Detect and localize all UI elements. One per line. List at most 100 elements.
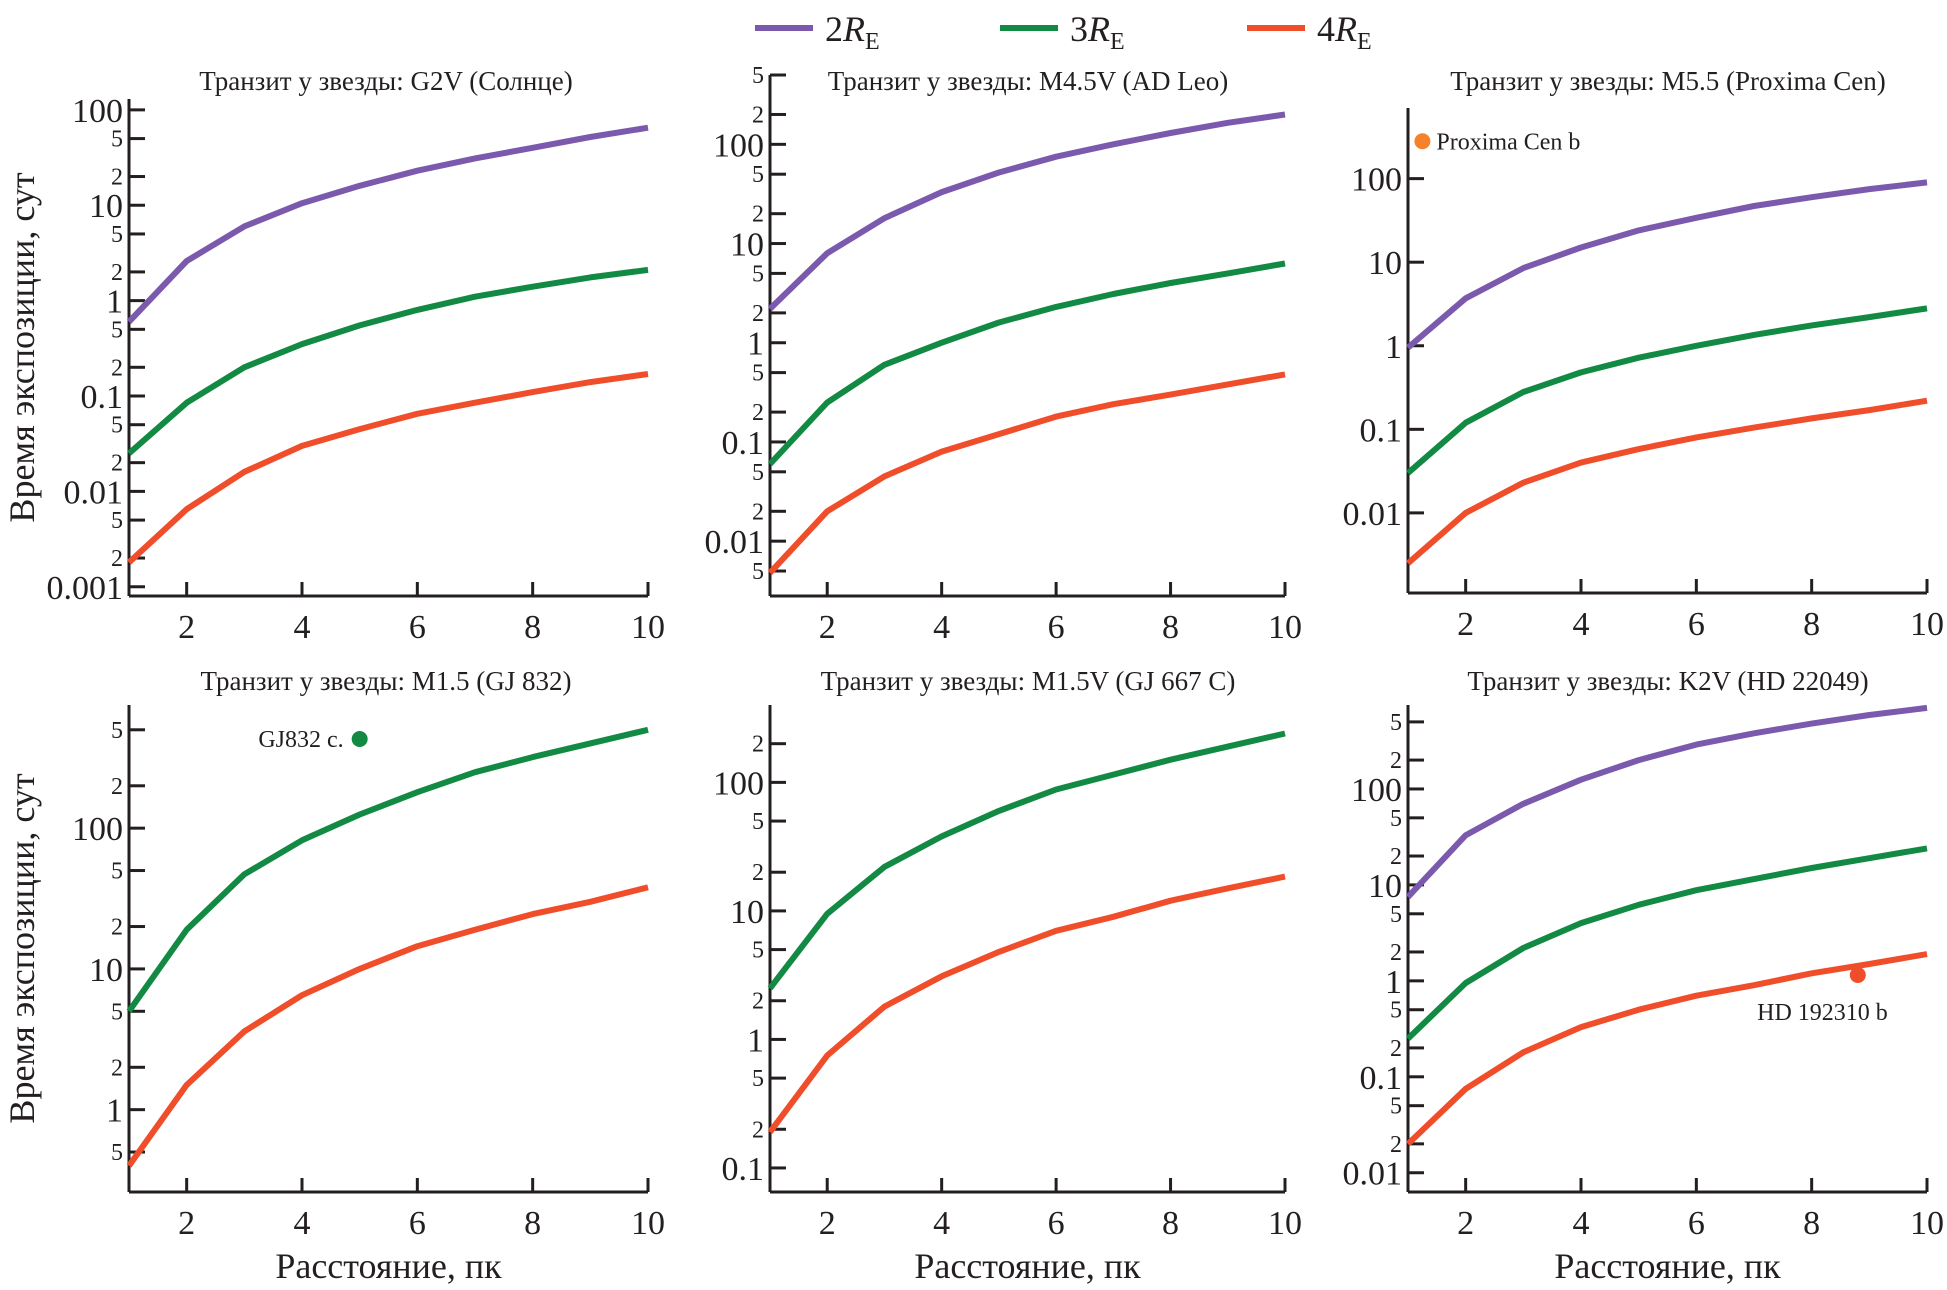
y-tick-label: 10 <box>89 188 123 225</box>
x-tick-label: 4 <box>1573 1205 1590 1242</box>
panel-5: Транзит у звезды: M1.5V (GJ 667 C)2 4 6 8 10… <box>713 666 1302 1286</box>
panel-title: Транзит у звезды: M1.5 (GJ 832) <box>201 666 572 696</box>
y-tick-label: 10 <box>1368 245 1402 282</box>
x-tick-label: 6 <box>1048 1205 1065 1242</box>
x-tick-label: 6 <box>409 1205 426 1242</box>
y-tick-label: 10 <box>89 952 123 989</box>
panel-title: Транзит у звезды: M4.5V (AD Leo) <box>828 66 1228 96</box>
x-tick-label: 2 <box>819 609 836 646</box>
y-tick-label: 100 <box>713 765 764 802</box>
x-tick-label: 4 <box>933 1205 950 1242</box>
series-line-3re <box>767 730 1286 991</box>
x-tick-label: 8 <box>1803 1205 1820 1242</box>
y-minor-tick-label: 2 <box>111 774 123 800</box>
y-minor-tick-label: 5 <box>752 361 764 387</box>
series-line-3re <box>1406 305 1928 476</box>
x-tick-label: 10 <box>1910 1205 1944 1242</box>
x-tick-label: 8 <box>1162 609 1179 646</box>
y-tick-label: 100 <box>1351 772 1402 809</box>
panel-4: Транзит у звезды: M1.5 (GJ 832) 2 4 6 8 10 1 10… <box>2 666 665 1286</box>
x-tick-label: 2 <box>819 1205 836 1242</box>
x-tick-label: 4 <box>294 1205 311 1242</box>
x-tick-label: 10 <box>1268 609 1302 646</box>
x-tick-label: 4 <box>1573 606 1590 643</box>
y-minor-tick-label: 5 <box>1390 710 1402 736</box>
y-tick-label: 1 <box>747 1022 764 1059</box>
x-tick-label: 8 <box>524 609 541 646</box>
y-minor-tick-label: 5 <box>111 127 123 153</box>
x-tick-label: 4 <box>294 609 311 646</box>
y-minor-tick-label: 5 <box>111 859 123 885</box>
y-tick-label: 10 <box>730 894 764 931</box>
y-minor-tick-label: 5 <box>1390 806 1402 832</box>
y-minor-tick-label: 5 <box>111 718 123 744</box>
y-tick-label: 1 <box>1385 964 1402 1001</box>
y-tick-label: 100 <box>72 811 123 848</box>
x-axis-label: Расстояние, пк <box>275 1246 502 1286</box>
x-tick-label: 2 <box>1457 1205 1474 1242</box>
y-tick-label: 0.1 <box>81 379 124 416</box>
y-minor-tick-label: 5 <box>111 222 123 248</box>
series-line-3re <box>767 260 1286 467</box>
series-line-3re <box>127 266 649 456</box>
y-minor-tick-label: 5 <box>752 460 764 486</box>
planet-label: GJ832 c. <box>258 727 343 753</box>
y-minor-tick-label: 2 <box>1390 940 1402 966</box>
y-tick-label: 0.1 <box>1360 1060 1403 1097</box>
y-minor-tick-label: 2 <box>752 989 764 1015</box>
y-minor-tick-label: 5 <box>111 317 123 343</box>
y-minor-tick-label: 5 <box>111 1140 123 1166</box>
x-tick-label: 6 <box>1048 609 1065 646</box>
series-line-4re <box>1406 397 1928 566</box>
y-minor-tick-label: 2 <box>752 400 764 426</box>
y-tick-label: 0.01 <box>705 524 765 561</box>
panel-3: Транзит у звезды: M5.5 (Proxima Cen) 2 4 6 8… <box>1343 66 1945 643</box>
panel-title: Транзит у звезды: G2V (Солнце) <box>199 66 572 96</box>
y-minor-tick-label: 2 <box>752 301 764 327</box>
y-minor-tick-label: 2 <box>111 546 123 572</box>
y-minor-tick-label: 2 <box>111 915 123 941</box>
y-minor-tick-label: 2 <box>752 102 764 128</box>
panel-2: Транзит у звезды: M4.5V (AD Leo) 2 4 6 8 10 0.… <box>705 63 1303 646</box>
planet-marker <box>351 731 368 748</box>
x-tick-label: 8 <box>1162 1205 1179 1242</box>
y-minor-tick-label: 5 <box>1390 998 1402 1024</box>
series-line-2re <box>1406 179 1928 350</box>
panel-title: Транзит у звезды: K2V (HD 22049) <box>1467 666 1868 696</box>
y-minor-tick-label: 5 <box>752 809 764 835</box>
y-minor-tick-label: 2 <box>111 451 123 477</box>
x-tick-label: 4 <box>933 609 950 646</box>
x-tick-label: 10 <box>1910 606 1944 643</box>
y-minor-tick-label: 2 <box>752 860 764 886</box>
y-minor-tick-label: 5 <box>111 999 123 1025</box>
y-minor-tick-label: 5 <box>111 413 123 439</box>
series-line-2re <box>126 124 649 324</box>
y-minor-tick-label: 5 <box>752 938 764 964</box>
y-minor-tick-label: 2 <box>752 202 764 228</box>
y-tick-label: 10 <box>1368 868 1402 905</box>
planet-marker <box>1849 967 1866 984</box>
y-minor-tick-label: 5 <box>752 559 764 585</box>
y-axis-label: Время экспозиции, сут <box>2 172 42 522</box>
y-tick-label: 100 <box>1351 162 1402 199</box>
planet-label: Proxima Cen b <box>1436 129 1580 155</box>
legend-label-4r: 4RE <box>1317 9 1372 55</box>
y-tick-label: 10 <box>730 227 764 264</box>
y-minor-tick-label: 2 <box>111 260 123 286</box>
y-tick-label: 0.01 <box>1343 496 1403 533</box>
y-minor-tick-label: 2 <box>752 499 764 525</box>
y-minor-tick-label: 2 <box>1390 1132 1402 1158</box>
x-tick-label: 2 <box>1457 606 1474 643</box>
y-minor-tick-label: 5 <box>1390 902 1402 928</box>
y-tick-label: 1 <box>106 284 123 321</box>
series-line-4re <box>126 371 649 565</box>
y-axis-label: Время экспозиции, сут <box>2 773 42 1123</box>
y-tick-label: 0.1 <box>722 1151 765 1188</box>
y-minor-tick-label: 5 <box>752 63 764 89</box>
x-tick-label: 6 <box>1688 1205 1705 1242</box>
y-minor-tick-label: 5 <box>752 261 764 287</box>
x-axis-label: Расстояние, пк <box>914 1246 1141 1286</box>
x-tick-label: 6 <box>409 609 426 646</box>
x-tick-label: 10 <box>631 1205 665 1242</box>
